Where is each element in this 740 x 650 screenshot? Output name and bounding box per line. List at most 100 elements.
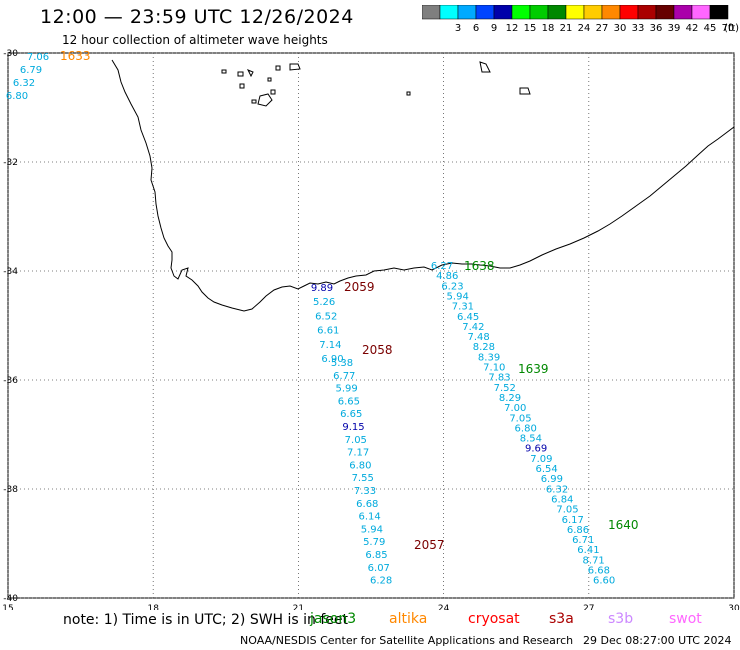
wave-height-value: 7.09 bbox=[530, 454, 552, 465]
wave-height-value: 6.32 bbox=[546, 484, 568, 495]
wave-height-value: 6.54 bbox=[535, 464, 557, 475]
wave-height-value: 6.68 bbox=[588, 566, 610, 577]
wave-height-value: 5.38 bbox=[331, 358, 353, 369]
altimeter-map: 15 18 21 24 27 30 -30 -32 -34 -36 -38 -40 7.06 6.79 6… bbox=[2, 49, 740, 610]
wave-height-value: 7.48 bbox=[467, 332, 489, 343]
wave-height-value: 6.80 bbox=[6, 91, 28, 102]
wave-height-legend: 3 6 9 12 15 18 21 24 27 30 33 36 39 42 45 70(ft) bbox=[422, 5, 739, 34]
legend-label: 9 bbox=[491, 23, 497, 34]
mission-swot: swot bbox=[669, 611, 702, 627]
wave-height-value: 6.07 bbox=[368, 563, 390, 574]
track-id-label: 1638 bbox=[464, 259, 495, 273]
map-subtitle: 12 hour collection of altimeter wave hei… bbox=[62, 33, 328, 47]
wave-height-value: 6.23 bbox=[441, 281, 463, 292]
wave-height-value: 6.77 bbox=[333, 371, 355, 382]
generated-timestamp: 29 Dec 08:27:00 UTC 2024 bbox=[583, 634, 732, 647]
track-id-label: 1633 bbox=[60, 49, 91, 63]
lat-tick-label: -40 bbox=[3, 594, 18, 604]
wave-height-value: 4.86 bbox=[436, 271, 458, 282]
wave-height-value: 7.83 bbox=[488, 373, 510, 384]
wave-height-value: 5.79 bbox=[363, 537, 385, 548]
lat-tick-label: -36 bbox=[3, 376, 18, 386]
legend-label: 70 bbox=[722, 23, 735, 34]
wave-height-value: 6.14 bbox=[358, 512, 380, 523]
wave-height-value: 5.99 bbox=[335, 384, 357, 395]
wave-height-value: 7.52 bbox=[494, 383, 516, 394]
wave-height-value: 7.06 bbox=[27, 52, 49, 63]
legend-swatch bbox=[709, 5, 729, 20]
wave-height-value: 8.71 bbox=[583, 555, 605, 566]
wave-height-value: 6.84 bbox=[551, 494, 573, 505]
wave-height-value: 6.79 bbox=[20, 65, 42, 76]
wave-height-value: 6.90 bbox=[321, 354, 343, 365]
wave-height-value: 6.60 bbox=[593, 576, 615, 587]
lat-tick-label: -34 bbox=[3, 267, 18, 277]
legend-label: 3 bbox=[455, 23, 461, 34]
wave-height-value: 6.61 bbox=[317, 326, 339, 337]
wave-height-value: 7.05 bbox=[556, 505, 578, 516]
lon-tick-label: 21 bbox=[293, 604, 304, 610]
wave-height-value: 7.42 bbox=[462, 322, 484, 333]
credit-line: NOAA/NESDIS Center for Satellite Applica… bbox=[240, 634, 574, 647]
coastline bbox=[111, 59, 735, 312]
wave-height-value: 6.28 bbox=[370, 576, 392, 587]
wave-height-value: 6.27 bbox=[431, 261, 453, 272]
wave-height-value: 6.86 bbox=[567, 525, 589, 536]
wave-height-value: 7.14 bbox=[319, 340, 341, 351]
wave-height-value: 6.71 bbox=[572, 535, 594, 546]
legend-label: 18 bbox=[542, 23, 555, 34]
lon-tick-label: 24 bbox=[438, 604, 450, 610]
wave-height-value: 8.28 bbox=[473, 342, 495, 353]
wave-height-value: 7.33 bbox=[354, 486, 376, 497]
altimeter-track-values: 7.06 6.79 6.32 6.80 9.89 5.26 6.52 6.61 7.14 6.90… bbox=[6, 52, 615, 587]
wave-height-value: 6.65 bbox=[340, 409, 362, 420]
mission-jason3: jason3 bbox=[310, 611, 357, 627]
lat-lon-grid bbox=[7, 52, 735, 599]
wave-height-value: 7.10 bbox=[483, 363, 505, 374]
legend-label: 42 bbox=[686, 23, 699, 34]
wave-height-value: 7.05 bbox=[345, 435, 367, 446]
lon-tick-label: 27 bbox=[583, 604, 594, 610]
wave-height-value: 5.94 bbox=[361, 524, 383, 535]
legend-label: 27 bbox=[596, 23, 609, 34]
legend-label: 24 bbox=[578, 23, 591, 34]
legend-label: 6 bbox=[473, 23, 479, 34]
wave-height-value: 9.15 bbox=[342, 422, 364, 433]
wave-height-value: 6.80 bbox=[349, 460, 371, 471]
lat-tick-label: -30 bbox=[3, 49, 18, 59]
footer-note: note: 1) Time is in UTC; 2) SWH is in fe… bbox=[63, 612, 349, 628]
wave-height-value: 6.99 bbox=[541, 474, 563, 485]
wave-height-value: 8.54 bbox=[520, 434, 542, 445]
wave-height-value: 6.52 bbox=[315, 311, 337, 322]
lat-tick-label: -32 bbox=[3, 158, 18, 168]
track-id-label: 2059 bbox=[344, 280, 375, 294]
wave-height-value: 6.41 bbox=[577, 545, 599, 556]
legend-label: 21 bbox=[560, 23, 573, 34]
axis-tick-labels: 15 18 21 24 27 30 -30 -32 -34 -36 -38 -40 bbox=[2, 49, 740, 610]
wave-height-value: 7.00 bbox=[504, 403, 526, 414]
island-cluster bbox=[221, 61, 531, 107]
mission-altika: altika bbox=[389, 611, 428, 627]
mission-s3b: s3b bbox=[608, 611, 634, 627]
track-id-label: 2058 bbox=[362, 343, 393, 357]
wave-height-value: 6.68 bbox=[356, 499, 378, 510]
legend-label: 36 bbox=[650, 23, 663, 34]
wave-height-value: 6.85 bbox=[365, 550, 387, 561]
legend-label: 30 bbox=[614, 23, 627, 34]
wave-height-value: 6.32 bbox=[13, 78, 35, 89]
lon-tick-label: 30 bbox=[728, 604, 740, 610]
wave-height-value: 5.26 bbox=[313, 297, 335, 308]
wave-height-value: 8.39 bbox=[478, 352, 500, 363]
legend-unit: (ft) bbox=[724, 23, 739, 34]
lon-tick-label: 15 bbox=[2, 604, 13, 610]
track-id-labels: 1633 2059 2058 2057 1638 1639 1640 bbox=[60, 49, 639, 552]
wave-height-value: 6.65 bbox=[338, 396, 360, 407]
legend-label: 15 bbox=[524, 23, 537, 34]
legend-label: 33 bbox=[632, 23, 645, 34]
track-id-label: 1639 bbox=[518, 362, 549, 376]
wave-height-value: 7.55 bbox=[352, 473, 374, 484]
legend-label: 45 bbox=[704, 23, 717, 34]
wave-height-value: 6.17 bbox=[562, 515, 584, 526]
wave-height-value: 7.31 bbox=[452, 302, 474, 313]
wave-height-value: 7.05 bbox=[509, 413, 531, 424]
